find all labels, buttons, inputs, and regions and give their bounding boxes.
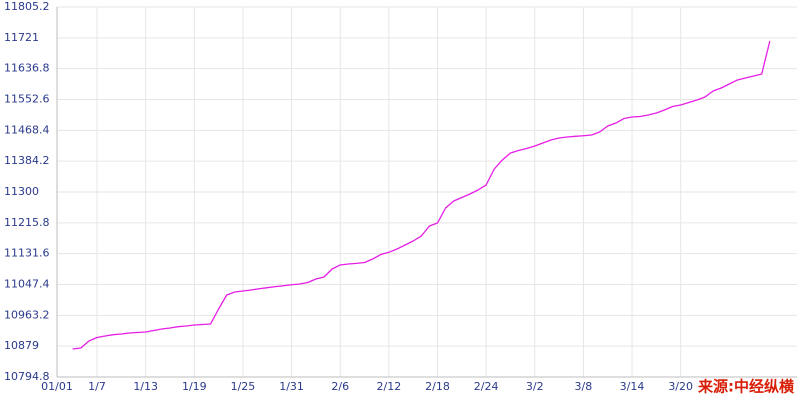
y-tick-label: 11384.2 [4,154,50,167]
y-tick-label: 11215.8 [4,216,50,229]
y-tick-label: 11047.4 [4,278,50,291]
y-tick-label: 10963.2 [4,308,50,321]
x-tick-label: 1/25 [231,380,256,393]
x-tick-label: 01/01 [41,380,73,393]
x-tick-label: 1/31 [279,380,304,393]
x-tick-label: 2/12 [377,380,402,393]
x-tick-label: 3/2 [526,380,544,393]
y-tick-label: 11636.8 [4,62,50,75]
y-tick-label: 11805.2 [4,0,50,13]
source-note: 来源:中经纵横 [697,378,795,396]
y-tick-label: 11300 [4,185,39,198]
x-tick-label: 3/8 [575,380,593,393]
x-tick-label: 1/13 [133,380,158,393]
y-tick-label: 11468.4 [4,123,50,136]
x-tick-label: 2/6 [331,380,349,393]
x-tick-label: 1/7 [88,380,106,393]
y-tick-label: 11721 [4,31,39,44]
x-tick-label: 3/20 [668,380,693,393]
data-line [72,40,771,350]
y-tick-label: 11552.6 [4,93,50,106]
x-tick-label: 2/18 [425,380,450,393]
y-tick-label: 10794.8 [4,370,50,383]
x-tick-label: 2/24 [474,380,499,393]
x-tick-label: 1/19 [182,380,207,393]
y-tick-label: 11131.6 [4,247,50,260]
x-tick-label: 3/14 [620,380,645,393]
y-tick-label: 10879 [4,339,39,352]
